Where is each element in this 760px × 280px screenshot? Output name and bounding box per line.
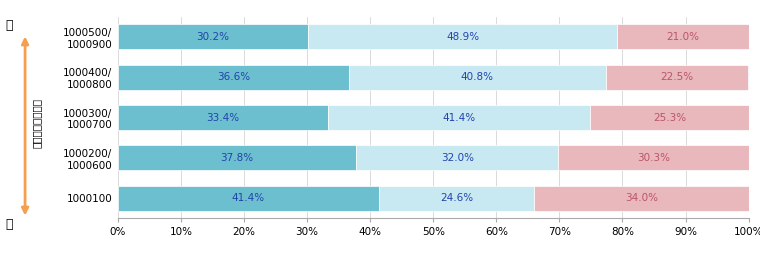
Text: 高: 高 xyxy=(5,19,13,32)
Text: 33.4%: 33.4% xyxy=(207,113,239,123)
Bar xyxy=(558,145,749,171)
Text: 32.0%: 32.0% xyxy=(441,153,473,163)
Bar xyxy=(118,145,356,171)
Text: 24.6%: 24.6% xyxy=(440,193,473,203)
Text: 34.0%: 34.0% xyxy=(625,193,658,203)
Text: 30.3%: 30.3% xyxy=(637,153,670,163)
Bar xyxy=(349,65,606,90)
Text: 21.0%: 21.0% xyxy=(667,32,699,42)
Text: 41.4%: 41.4% xyxy=(232,193,265,203)
Bar xyxy=(534,186,749,211)
Bar xyxy=(356,145,558,171)
Text: 40.8%: 40.8% xyxy=(461,72,494,82)
Bar xyxy=(379,186,534,211)
Text: 25.3%: 25.3% xyxy=(653,113,686,123)
Bar xyxy=(118,65,349,90)
Bar xyxy=(118,105,328,130)
Bar xyxy=(309,24,617,50)
Text: 41.4%: 41.4% xyxy=(442,113,476,123)
Bar xyxy=(606,65,748,90)
Text: 22.5%: 22.5% xyxy=(660,72,694,82)
Bar xyxy=(118,186,379,211)
Text: 37.8%: 37.8% xyxy=(220,153,254,163)
Bar xyxy=(328,105,590,130)
Text: 48.9%: 48.9% xyxy=(446,32,479,42)
Text: 低: 低 xyxy=(5,218,13,230)
Bar xyxy=(118,24,309,50)
Text: 30.2%: 30.2% xyxy=(197,32,230,42)
Text: リスク・リターン: リスク・リターン xyxy=(31,98,42,148)
Bar xyxy=(617,24,749,50)
Bar xyxy=(590,105,749,130)
Text: 36.6%: 36.6% xyxy=(217,72,250,82)
